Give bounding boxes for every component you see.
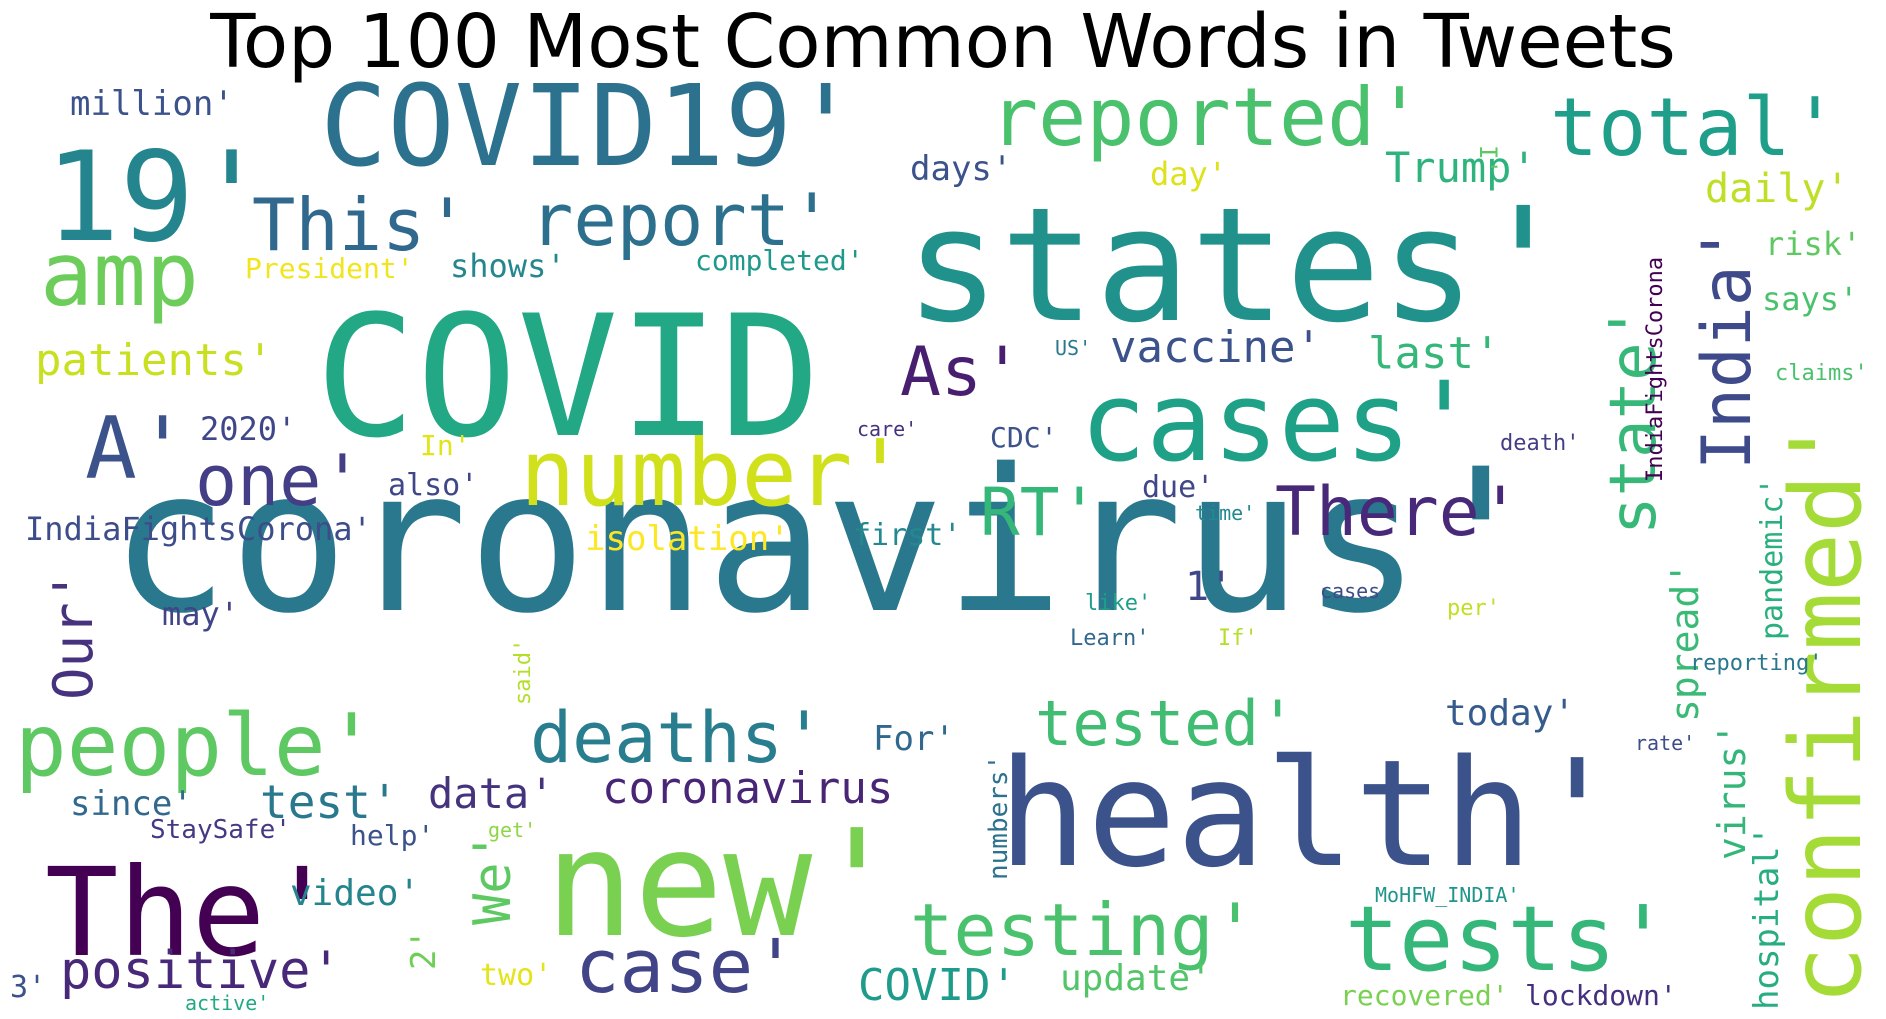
word-we-30: We'	[463, 831, 523, 925]
word-cases-7: cases'	[1080, 358, 1477, 486]
word-active-90: active'	[185, 991, 269, 1015]
word-number-10: number'	[520, 420, 908, 527]
word-two-68: two'	[480, 958, 552, 993]
word-risk-54: risk'	[1765, 225, 1861, 263]
word-death-79: death'	[1500, 431, 1579, 456]
word-numbers-73: numbers'	[984, 755, 1014, 880]
word-spread-43: spread'	[1663, 562, 1707, 722]
word-reporting-76: reporting'	[1690, 651, 1822, 676]
word-due-64: due'	[1142, 470, 1214, 505]
word-indiafightscorona-49: IndiaFightsCorona'	[25, 510, 372, 548]
word-in-66: In'	[420, 429, 471, 462]
word-states-2: states'	[905, 174, 1571, 358]
word-coronavirus-35: coronavirus	[602, 763, 893, 814]
word-for-62: For'	[873, 719, 955, 759]
word-care-80: care'	[857, 417, 917, 441]
word-coronavirus-0: coronavirus'	[110, 426, 1540, 657]
word-state-26: state'	[1597, 304, 1671, 535]
word-completed-53: completed'	[695, 244, 864, 277]
word-there-20: There'	[1275, 473, 1521, 552]
word-recovered-74: recovered'	[1340, 979, 1509, 1012]
word-president-57: President'	[245, 252, 414, 285]
word-last-34: last'	[1368, 328, 1500, 379]
word-get-89: get'	[488, 818, 536, 842]
word-day-56: day'	[1150, 155, 1227, 193]
word-people-11: people'	[15, 696, 377, 796]
word-a-22: A'	[85, 399, 189, 499]
word-covid-40: COVID'	[858, 960, 1017, 1011]
word-may-61: may'	[162, 595, 239, 633]
word-2-69: 2'	[404, 929, 444, 970]
word-since-47: since'	[70, 784, 193, 824]
word-one-23: one'	[195, 440, 364, 522]
word-trump-33: Trump'	[1385, 143, 1537, 192]
word-mohfw-india-91: MoHFW_INDIA'	[1375, 883, 1520, 907]
word-data-38: data'	[428, 769, 554, 818]
word-health-3: health'	[998, 728, 1622, 900]
word-new-4: new'	[545, 798, 901, 970]
word-today-48: today'	[1445, 693, 1575, 734]
word-vaccine-32: vaccine'	[1110, 322, 1322, 373]
word-3-70: 3'	[10, 970, 46, 1005]
word-claims-77: claims'	[1775, 361, 1868, 386]
word-said-88: said'	[511, 639, 536, 705]
word-rate-92: rate'	[1635, 731, 1695, 755]
word-i-93: I'	[1474, 145, 1502, 174]
word-tests-12: tests'	[1345, 887, 1670, 992]
word-million-50: million'	[70, 84, 234, 124]
word-as-24: As'	[900, 333, 1023, 412]
word-2020-58: 2020'	[200, 410, 296, 448]
word-cdc-67: CDC'	[990, 421, 1057, 454]
word-this-15: This'	[252, 183, 469, 267]
word-time-82: time'	[1195, 501, 1255, 525]
word-report-16: report'	[530, 178, 833, 262]
word-the-9: The'	[45, 842, 339, 984]
word-our-29: Our'	[42, 570, 105, 700]
word-if-87: If'	[1218, 626, 1258, 651]
word-cases-85: cases	[1320, 579, 1380, 603]
word-reported-13: reported'	[990, 71, 1423, 164]
word-total-14: total'	[1550, 81, 1839, 174]
word-isolation-59: isolation'	[585, 519, 790, 559]
word-rt-28: RT'	[980, 474, 1099, 551]
word-like-83: like'	[1085, 591, 1151, 616]
word-india-21: India'	[1688, 224, 1767, 470]
word-says-55: says'	[1762, 280, 1858, 318]
word-us-81: US'	[1055, 336, 1091, 360]
word-shows-52: shows'	[450, 247, 566, 285]
word-help-71: help'	[350, 819, 434, 852]
word-learn-84: Learn'	[1070, 626, 1149, 651]
word-covid19-5: COVID19'	[320, 62, 859, 192]
word-hospital-46: hospital'	[1747, 826, 1787, 1010]
word-virus-44: virus'	[1710, 723, 1754, 860]
word-staysafe-72: StaySafe'	[150, 815, 291, 845]
word-19-6: 19'	[45, 126, 269, 270]
word-confirmed-8: confirmed'	[1770, 415, 1884, 1005]
word-also-63: also'	[388, 468, 478, 503]
word-days-51: days'	[910, 149, 1012, 189]
word-daily-37: daily'	[1705, 166, 1850, 212]
word-first-60: first'	[853, 518, 961, 553]
word-amp-17: amp	[40, 223, 199, 326]
word-per-86: per'	[1447, 596, 1500, 621]
word-deaths-19: deaths'	[530, 697, 825, 779]
word-indiafightscorona-78: IndiaFightsCorona	[1643, 257, 1668, 482]
word-positive-31: positive'	[60, 941, 342, 1001]
word-case-25: case'	[575, 924, 798, 1010]
word-test-39: test'	[260, 775, 398, 829]
chart-title: Top 100 Most Common Words in Tweets	[210, 0, 1676, 85]
word-covid-1: COVID	[315, 279, 821, 475]
word-pandemic-45: pandemic'	[1755, 477, 1790, 640]
word-testing-18: testing'	[910, 888, 1257, 972]
word-1-65: 1'	[1185, 564, 1233, 610]
word-tested-27: tested'	[1035, 687, 1296, 760]
word-lockdown-75: lockdown'	[1525, 979, 1677, 1012]
word-patients-36: patients'	[35, 335, 273, 386]
word-update-42: update'	[1060, 958, 1212, 999]
word-video-41: video'	[290, 873, 420, 914]
